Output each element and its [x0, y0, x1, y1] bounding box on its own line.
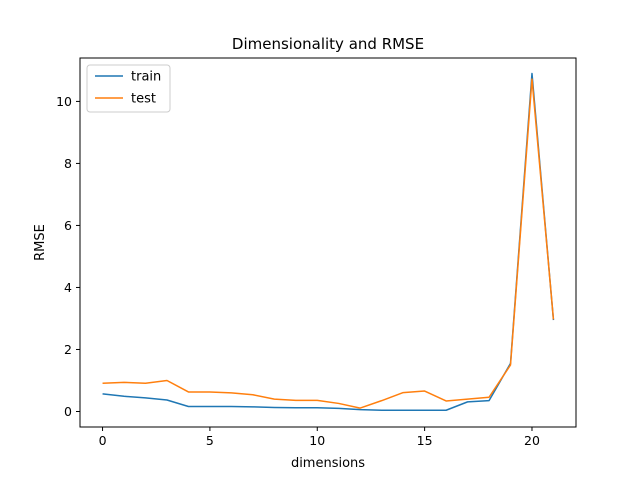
x-axis-ticks: 0 5 10 15 20 [99, 427, 540, 448]
y-tick-label: 4 [64, 280, 72, 295]
x-tick-label: 20 [524, 433, 540, 448]
legend-label-test: test [131, 92, 156, 107]
x-tick-label: 15 [417, 433, 433, 448]
series-line-train [102, 72, 555, 412]
y-axis-label: RMSE [33, 224, 48, 261]
y-tick-label: 10 [56, 94, 72, 109]
chart-title: Dimensionality and RMSE [232, 35, 424, 53]
x-tick-label: 0 [99, 433, 107, 448]
x-tick-label: 5 [206, 433, 214, 448]
legend-label-train: train [131, 70, 161, 85]
series-layer [102, 72, 555, 412]
x-tick-label: 10 [309, 433, 325, 448]
legend: train test [86, 64, 171, 113]
y-tick-label: 2 [64, 342, 72, 357]
y-tick-label: 8 [64, 156, 72, 171]
y-tick-label: 0 [64, 404, 72, 419]
y-axis-ticks: 0 2 4 6 8 10 [56, 94, 80, 419]
y-tick-label: 6 [64, 218, 72, 233]
series-line-test [102, 78, 555, 409]
x-axis-label: dimensions [291, 456, 365, 471]
plot-frame [79, 57, 577, 428]
